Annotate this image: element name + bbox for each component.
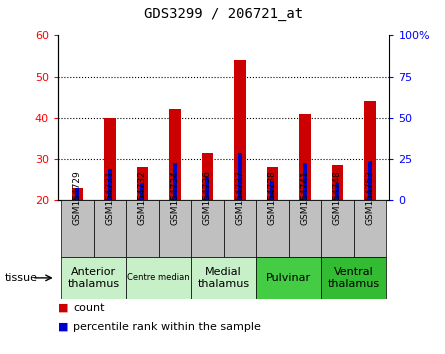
Bar bbox=[61, 257, 126, 299]
Bar bbox=[234, 60, 246, 200]
Bar bbox=[173, 163, 177, 200]
Bar bbox=[104, 118, 116, 200]
Text: GDS3299 / 206721_at: GDS3299 / 206721_at bbox=[144, 7, 303, 21]
Text: tissue: tissue bbox=[4, 273, 37, 283]
Bar bbox=[141, 183, 144, 200]
Bar bbox=[256, 257, 321, 299]
Bar bbox=[364, 101, 376, 200]
Bar bbox=[368, 161, 372, 200]
Bar bbox=[321, 200, 354, 257]
Text: GSM154736: GSM154736 bbox=[203, 171, 212, 225]
Bar bbox=[191, 257, 256, 299]
Text: GSM154738: GSM154738 bbox=[268, 171, 277, 225]
Bar bbox=[336, 183, 340, 200]
Text: Anterior
thalamus: Anterior thalamus bbox=[68, 267, 120, 289]
Bar bbox=[72, 188, 83, 200]
Text: GSM154732: GSM154732 bbox=[138, 171, 147, 225]
Bar bbox=[354, 200, 386, 257]
Bar bbox=[271, 182, 274, 200]
Text: Centre median: Centre median bbox=[127, 273, 190, 282]
Bar bbox=[126, 200, 158, 257]
Text: count: count bbox=[73, 303, 105, 313]
Text: GSM154748: GSM154748 bbox=[333, 171, 342, 225]
Bar bbox=[93, 200, 126, 257]
Text: ■: ■ bbox=[58, 322, 69, 332]
Text: Ventral
thalamus: Ventral thalamus bbox=[328, 267, 380, 289]
Text: ■: ■ bbox=[58, 303, 69, 313]
Text: Pulvinar: Pulvinar bbox=[266, 273, 311, 283]
Bar bbox=[267, 167, 278, 200]
Bar bbox=[206, 177, 209, 200]
Bar bbox=[202, 153, 213, 200]
Bar bbox=[299, 114, 311, 200]
Bar bbox=[158, 200, 191, 257]
Bar bbox=[169, 109, 181, 200]
Bar bbox=[224, 200, 256, 257]
Bar bbox=[108, 169, 112, 200]
Bar bbox=[332, 165, 343, 200]
Bar bbox=[75, 188, 79, 200]
Text: GSM154737: GSM154737 bbox=[235, 171, 244, 225]
Text: GSM154731: GSM154731 bbox=[105, 171, 114, 225]
Bar bbox=[303, 163, 307, 200]
Bar bbox=[289, 200, 321, 257]
Bar bbox=[126, 257, 191, 299]
Text: GSM154734: GSM154734 bbox=[170, 171, 179, 225]
Bar bbox=[321, 257, 386, 299]
Bar bbox=[238, 153, 242, 200]
Text: Medial
thalamus: Medial thalamus bbox=[198, 267, 250, 289]
Bar bbox=[191, 200, 224, 257]
Bar bbox=[256, 200, 289, 257]
Text: GSM154753: GSM154753 bbox=[365, 171, 374, 225]
Bar bbox=[61, 200, 93, 257]
Text: percentile rank within the sample: percentile rank within the sample bbox=[73, 322, 261, 332]
Text: GSM154729: GSM154729 bbox=[73, 171, 82, 225]
Text: GSM154741: GSM154741 bbox=[300, 171, 309, 225]
Bar bbox=[137, 167, 148, 200]
